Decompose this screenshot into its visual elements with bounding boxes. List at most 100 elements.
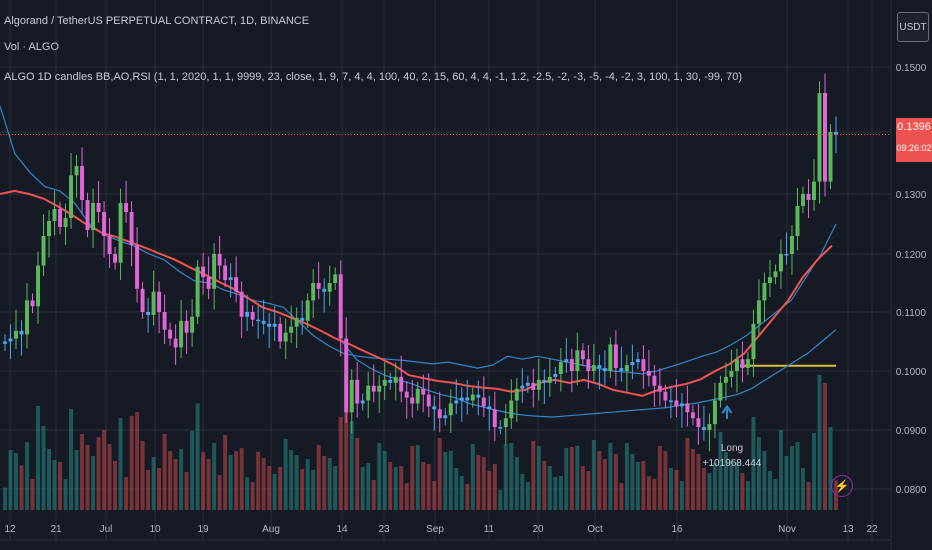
candle-body <box>113 254 118 263</box>
volume-bar <box>245 477 250 510</box>
volume-bar <box>696 454 701 510</box>
candlestick-series <box>3 73 838 452</box>
candle-body <box>437 409 442 419</box>
volume-bar <box>542 461 547 510</box>
volume-bar <box>498 490 503 510</box>
price-tick-label: 0.1200 <box>896 250 927 261</box>
candle-body <box>690 412 695 419</box>
volume-bar <box>14 453 18 510</box>
time-tick-label: 14 <box>336 524 348 535</box>
time-tick-label: Nov <box>778 524 796 535</box>
candle-body <box>272 323 277 327</box>
candle-body <box>756 300 761 324</box>
candle-body <box>828 132 833 182</box>
lightning-bolt-icon[interactable]: ⚡ <box>831 475 853 497</box>
volume-bar <box>470 444 475 510</box>
candle-body <box>41 236 46 266</box>
volume-bar <box>234 451 239 510</box>
volume-bar <box>646 476 651 510</box>
volume-bar <box>784 456 789 510</box>
candle-body <box>388 379 393 383</box>
candle-body <box>823 93 827 182</box>
volume-bar <box>718 432 723 510</box>
volume-bar <box>426 464 431 510</box>
candle-body <box>465 397 470 401</box>
candle-body <box>443 415 448 419</box>
candle-body <box>448 403 453 416</box>
candle-body <box>806 194 811 200</box>
candle-body <box>300 317 305 321</box>
candle-body <box>349 379 354 413</box>
candle-body <box>14 330 18 339</box>
volume-legend[interactable]: Vol · ALGO <box>4 41 60 53</box>
volume-bar <box>74 450 79 510</box>
candle-body <box>201 266 206 278</box>
price-axis[interactable]: 0.15000.14000.13000.12000.11000.10000.09… <box>890 0 932 550</box>
time-tick-label: 22 <box>866 524 878 535</box>
volume-bar <box>492 464 497 510</box>
candle-body <box>184 320 189 333</box>
candle-body <box>52 209 57 221</box>
volume-bar <box>564 448 569 510</box>
candle-body <box>63 218 68 227</box>
candle-body <box>740 359 745 369</box>
volume-bar <box>547 466 552 510</box>
candle-body <box>195 266 200 317</box>
candle-body <box>151 291 156 315</box>
upper-band-line <box>0 105 837 375</box>
candle-body <box>305 300 310 321</box>
moving-average-line <box>0 189 833 397</box>
volume-bar <box>107 444 112 510</box>
volume-bar <box>806 482 811 510</box>
volume-bar <box>608 443 613 510</box>
candle-body <box>591 365 596 371</box>
candle-body <box>685 403 690 413</box>
candle-body <box>399 376 404 392</box>
volume-bar <box>30 479 35 510</box>
candle-body <box>503 418 508 428</box>
volume-bar <box>355 438 360 510</box>
candle-body <box>3 341 7 344</box>
volume-bar <box>762 451 767 510</box>
candle-body <box>278 323 283 342</box>
currency-button[interactable]: USDT <box>897 12 929 42</box>
volume-bar <box>437 438 442 510</box>
candle-body <box>426 394 431 407</box>
volume-bar <box>415 445 420 510</box>
candle-body <box>415 388 420 404</box>
volume-bar <box>729 460 734 510</box>
volume-bar <box>679 481 684 510</box>
volume-bar <box>135 412 140 510</box>
candle-body <box>542 379 547 383</box>
price-tick-label: 0.1500 <box>896 63 927 74</box>
volume-bar <box>261 458 266 510</box>
candle-body <box>624 365 629 371</box>
volume-bar <box>795 442 800 510</box>
candle-body <box>509 400 514 419</box>
candle-body <box>613 344 618 369</box>
volume-bar <box>751 417 756 510</box>
volume-bar <box>635 462 640 510</box>
candle-body <box>289 326 294 333</box>
volume-bar <box>591 440 596 510</box>
candle-body <box>712 400 717 425</box>
volume-bar <box>113 461 118 510</box>
volume-bar <box>371 480 376 510</box>
candle-body <box>217 254 222 266</box>
candle-body <box>206 277 211 289</box>
volume-bar <box>789 446 794 510</box>
candle-body <box>707 424 712 430</box>
candle-body <box>85 200 90 230</box>
time-axis[interactable]: 12 21 Jul 10 19 Aug 14 23 Sep 11 20 Oct 16 Nov 13 22 <box>0 524 891 550</box>
volume-bar <box>756 437 761 510</box>
candle-body <box>124 203 129 212</box>
candle-body <box>19 330 24 335</box>
symbol-title[interactable]: Algorand / TetherUS PERPETUAL CONTRACT, … <box>4 15 310 27</box>
long-label: Long <box>721 443 743 454</box>
indicator-legend[interactable]: ALGO 1D candles BB,AO,RSI (1, 1, 2020, 1… <box>4 71 743 83</box>
volume-bar <box>283 439 288 510</box>
candle-body <box>789 236 794 254</box>
candle-body <box>168 329 173 339</box>
volume-bar <box>421 462 426 510</box>
